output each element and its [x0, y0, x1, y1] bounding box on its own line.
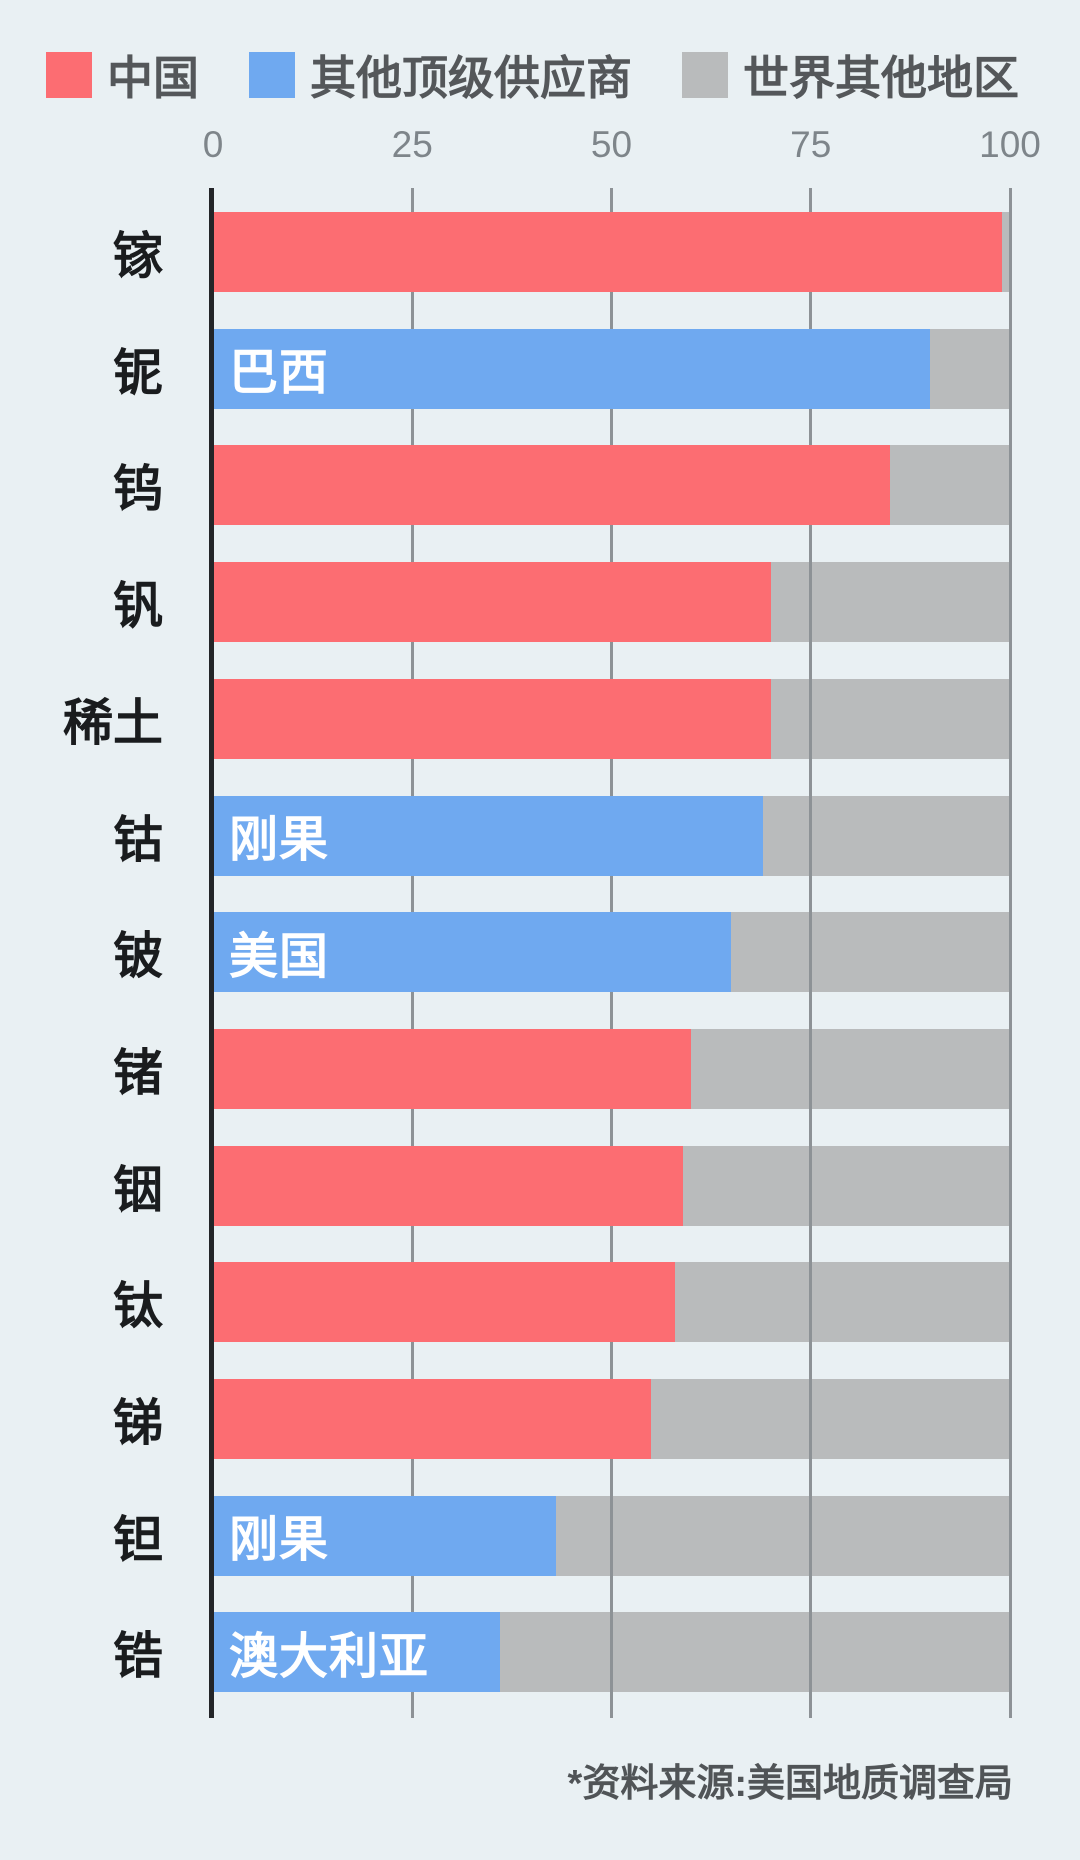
legend: 中国 其他顶级供应商 世界其他地区	[46, 42, 1019, 108]
bar-segment-supplier	[213, 1028, 692, 1109]
source-note: *资料来源:美国地质调查局	[567, 1763, 1013, 1805]
y-axis-line	[209, 188, 214, 1718]
category-label: 钴	[113, 811, 163, 868]
bar-segment-rest-of-world	[770, 562, 1010, 643]
bar-segment-supplier	[213, 212, 1003, 292]
bar-segment-rest-of-world	[691, 1028, 1010, 1109]
bar-segment-supplier	[213, 1262, 676, 1343]
bar-supplier-label: 刚果	[229, 813, 330, 867]
category-label: 锑	[113, 1395, 163, 1451]
bar-segment-supplier: 巴西	[213, 328, 931, 409]
gridline	[1008, 188, 1012, 1718]
legend-item-label: 其他顶级供应商	[310, 52, 632, 104]
bar-segment-supplier	[213, 1145, 684, 1226]
legend-swatch	[46, 52, 92, 98]
bar-segment-supplier: 刚果	[213, 1495, 556, 1576]
legend-item-label: 世界其他地区	[743, 52, 1019, 104]
category-label: 铌	[113, 344, 163, 401]
category-label: 稀土	[63, 694, 163, 751]
bar-segment-supplier	[213, 445, 891, 526]
bar-segment-rest-of-world	[762, 795, 1010, 876]
bar-segment-rest-of-world	[770, 678, 1010, 759]
legend-item-label: 中国	[107, 52, 199, 104]
bar-segment-supplier	[213, 562, 771, 643]
x-tick-label: 0	[202, 124, 224, 165]
bar-segment-rest-of-world	[930, 328, 1010, 409]
category-label: 钨	[113, 461, 163, 518]
bar-segment-rest-of-world	[675, 1262, 1010, 1343]
bar-supplier-label: 澳大利亚	[229, 1629, 430, 1684]
bar-segment-rest-of-world	[890, 445, 1010, 526]
bar-segment-rest-of-world	[683, 1145, 1010, 1226]
category-label: 钒	[113, 578, 163, 635]
legend-swatch	[682, 52, 728, 98]
x-tick-label: 50	[590, 124, 633, 165]
bar-segment-supplier	[213, 678, 771, 759]
bar-segment-rest-of-world	[555, 1495, 1010, 1576]
x-tick-label: 100	[979, 124, 1041, 165]
legend-swatch	[249, 52, 295, 98]
category-label: 钛	[113, 1278, 163, 1335]
legend-item: 中国	[46, 42, 199, 108]
bar-segment-rest-of-world	[651, 1379, 1010, 1459]
bar-segment-rest-of-world	[499, 1612, 1010, 1693]
bar-supplier-label: 巴西	[229, 346, 330, 401]
bar-segment-supplier	[213, 1379, 652, 1459]
category-label: 镓	[113, 228, 163, 284]
gridline	[809, 188, 813, 1718]
bar-segment-rest-of-world	[1002, 212, 1010, 292]
bar-supplier-label: 刚果	[229, 1513, 330, 1568]
category-label: 锆	[113, 1628, 163, 1685]
legend-item: 其他顶级供应商	[249, 42, 632, 108]
bar-segment-supplier: 美国	[213, 912, 732, 993]
category-label: 铟	[113, 1161, 163, 1218]
bar-segment-supplier: 刚果	[213, 795, 763, 876]
x-tick-label: 75	[790, 124, 832, 165]
category-label: 锗	[113, 1044, 163, 1101]
category-label: 钽	[113, 1511, 163, 1568]
category-label: 铍	[113, 928, 163, 985]
bar-segment-supplier: 澳大利亚	[213, 1612, 500, 1693]
bar-segment-rest-of-world	[731, 912, 1010, 993]
legend-item: 世界其他地区	[682, 42, 1019, 108]
bar-supplier-label: 美国	[229, 929, 330, 984]
x-tick-label: 25	[391, 124, 433, 165]
